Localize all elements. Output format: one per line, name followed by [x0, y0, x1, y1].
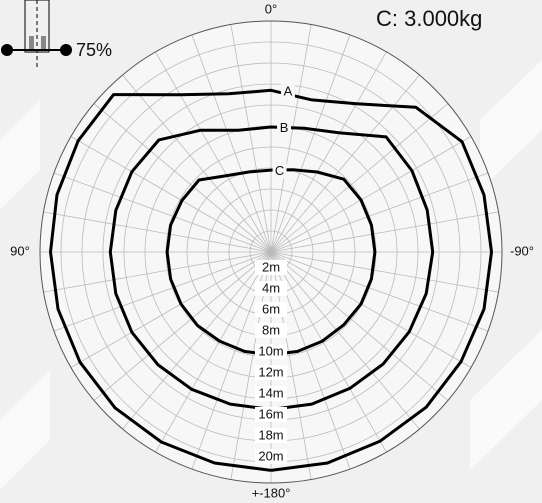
- spoke-grid-line: [191, 34, 272, 253]
- spoke-grid-line: [43, 211, 272, 253]
- ring-label: 8m: [262, 322, 280, 337]
- curve-label-bg: [280, 83, 295, 100]
- load-curve: [165, 168, 377, 357]
- ring-label: 16m: [258, 406, 283, 421]
- ring-label-bg: [255, 386, 287, 401]
- spoke-grid-line: [122, 251, 272, 430]
- ring-label-bg: [255, 281, 287, 296]
- outrigger-icon: [1, 0, 72, 68]
- ring-label-bg: [255, 344, 287, 359]
- spoke-grid-line: [270, 251, 387, 453]
- ring-label-bg: [255, 407, 287, 422]
- ring-label-bg: [255, 449, 287, 464]
- chart-title: C: 3.000kg: [376, 6, 482, 31]
- spoke-grid-line: [270, 34, 351, 253]
- ring-label: 18m: [258, 427, 283, 442]
- spoke-grid-line: [122, 74, 272, 253]
- ring-label-bg: [255, 365, 287, 380]
- spoke-grid-line: [53, 172, 272, 253]
- spoke-grid-line: [230, 24, 272, 253]
- load-curve: [108, 125, 435, 411]
- spoke-grid-line: [43, 251, 272, 293]
- ring-label-bg: [255, 260, 287, 275]
- spoke-grid-line: [270, 251, 499, 293]
- spoke-grid-line: [70, 251, 272, 368]
- curve-label-bg: [277, 119, 292, 136]
- ring-label-bg: [255, 302, 287, 317]
- curve-label: B: [280, 120, 289, 135]
- spoke-grid-line: [270, 251, 420, 430]
- curve-label: C: [275, 163, 284, 178]
- ring-label: 10m: [258, 343, 283, 358]
- angle-label: 90°: [10, 243, 30, 258]
- spoke-grid-line: [53, 251, 272, 332]
- outrigger-percent: 75%: [76, 40, 112, 60]
- curve-label-bg: [272, 162, 287, 179]
- spoke-grid-line: [70, 136, 272, 253]
- ring-label: 14m: [258, 385, 283, 400]
- load-curve: [49, 88, 493, 472]
- spoke-grid-line: [93, 251, 272, 401]
- spoke-grid-line: [270, 251, 472, 368]
- spoke-grid-line: [270, 24, 312, 253]
- spoke-grid-line: [93, 103, 272, 253]
- ring-label: 2m: [262, 259, 280, 274]
- ring-label: 12m: [258, 364, 283, 379]
- spoke-grid-line: [270, 103, 449, 253]
- background-stripes: [0, 60, 542, 490]
- outer-ring: [39, 20, 503, 484]
- spoke-grid-line: [270, 51, 387, 253]
- angle-label: -90°: [510, 243, 534, 258]
- spoke-grid-line: [270, 211, 499, 253]
- spoke-grid-line: [270, 251, 449, 401]
- spoke-grid-line: [270, 172, 489, 253]
- angle-label: 0°: [265, 1, 277, 16]
- ring-label-bg: [255, 428, 287, 443]
- spoke-grid-line: [270, 251, 489, 332]
- ring-label: 4m: [262, 280, 280, 295]
- spoke-grid-line: [270, 136, 472, 253]
- angle-label: +-180°: [252, 485, 291, 500]
- spoke-grid-line: [155, 51, 272, 253]
- ring-label: 20m: [258, 448, 283, 463]
- ring-label: 6m: [262, 301, 280, 316]
- ring-label-bg: [255, 323, 287, 338]
- spoke-grid-line: [155, 251, 272, 453]
- curve-label: A: [284, 84, 293, 99]
